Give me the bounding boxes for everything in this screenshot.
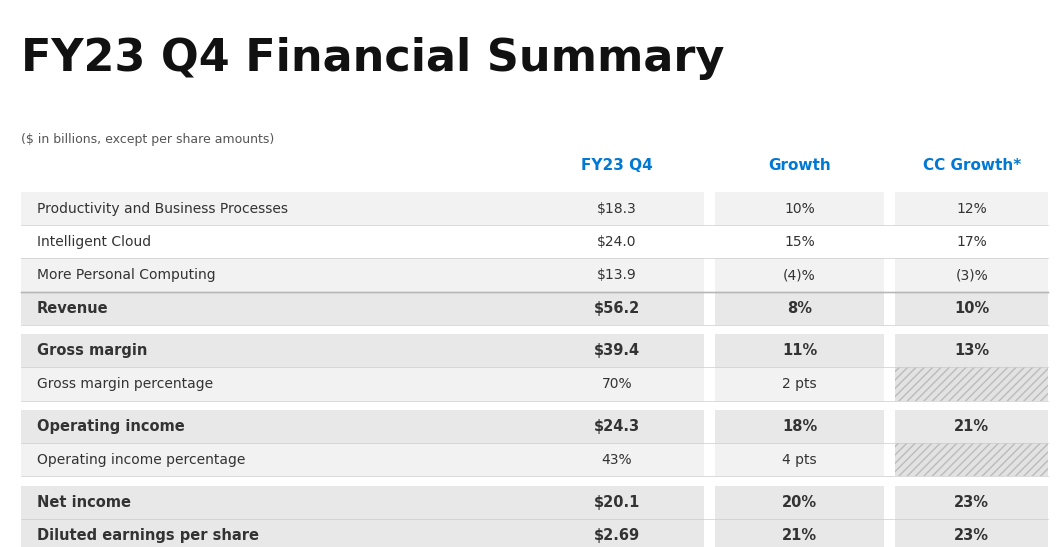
Text: 15%: 15% [784, 235, 815, 249]
Bar [21, 225, 530, 258]
Text: $39.4: $39.4 [594, 344, 640, 358]
Bar [530, 410, 704, 443]
Bar [21, 258, 530, 292]
Bar [895, 368, 1048, 400]
Bar [21, 443, 530, 476]
Bar [715, 225, 884, 258]
Text: FY23 Q4: FY23 Q4 [581, 158, 652, 173]
Bar [895, 258, 1048, 292]
Text: 10%: 10% [784, 202, 815, 216]
Bar [21, 192, 530, 225]
Bar [530, 334, 704, 368]
Text: Operating income percentage: Operating income percentage [37, 453, 246, 467]
Bar [530, 368, 704, 400]
Text: $18.3: $18.3 [597, 202, 636, 216]
Bar [895, 410, 1048, 443]
Bar [530, 292, 704, 325]
Bar [715, 368, 884, 400]
Text: 23%: 23% [954, 495, 989, 510]
Bar [21, 486, 530, 519]
Text: 23%: 23% [954, 528, 989, 543]
Bar [895, 443, 1048, 476]
Bar [530, 192, 704, 225]
Text: 70%: 70% [602, 377, 632, 391]
Text: Gross margin percentage: Gross margin percentage [37, 377, 213, 391]
Bar [895, 519, 1048, 547]
Text: ($ in billions, except per share amounts): ($ in billions, except per share amounts… [21, 133, 274, 146]
Bar [895, 486, 1048, 519]
Text: 4 pts: 4 pts [783, 453, 816, 467]
Text: Operating income: Operating income [37, 419, 185, 434]
Text: Diluted earnings per share: Diluted earnings per share [37, 528, 259, 543]
Text: 12%: 12% [956, 202, 987, 216]
Text: $20.1: $20.1 [594, 495, 640, 510]
Bar [715, 292, 884, 325]
Text: CC Growth*: CC Growth* [922, 158, 1021, 173]
Text: More Personal Computing: More Personal Computing [37, 268, 216, 282]
Bar [895, 225, 1048, 258]
Text: $24.0: $24.0 [597, 235, 636, 249]
Text: (4)%: (4)% [784, 268, 815, 282]
Bar [21, 410, 530, 443]
Bar [530, 225, 704, 258]
Bar [715, 192, 884, 225]
Text: 20%: 20% [782, 495, 818, 510]
Text: 2 pts: 2 pts [783, 377, 816, 391]
Text: FY23 Q4 Financial Summary: FY23 Q4 Financial Summary [21, 37, 724, 80]
Text: 17%: 17% [956, 235, 987, 249]
Bar [715, 410, 884, 443]
Bar [895, 192, 1048, 225]
Text: 13%: 13% [954, 344, 989, 358]
Text: $24.3: $24.3 [594, 419, 640, 434]
Bar [895, 334, 1048, 368]
Bar [21, 368, 530, 400]
Text: Net income: Net income [37, 495, 131, 510]
Bar [715, 519, 884, 547]
Bar [715, 486, 884, 519]
Text: Growth: Growth [768, 158, 831, 173]
Bar [530, 443, 704, 476]
Text: 18%: 18% [782, 419, 818, 434]
Text: $2.69: $2.69 [594, 528, 640, 543]
Text: 43%: 43% [602, 453, 632, 467]
Bar [715, 258, 884, 292]
Text: $13.9: $13.9 [597, 268, 636, 282]
Bar [21, 292, 530, 325]
Text: Intelligent Cloud: Intelligent Cloud [37, 235, 151, 249]
Text: (3)%: (3)% [955, 268, 988, 282]
Text: 10%: 10% [954, 301, 989, 316]
Bar [530, 519, 704, 547]
Bar [715, 443, 884, 476]
Bar [895, 368, 1048, 400]
Bar [530, 258, 704, 292]
Text: 11%: 11% [782, 344, 818, 358]
Text: Productivity and Business Processes: Productivity and Business Processes [37, 202, 288, 216]
Text: 8%: 8% [787, 301, 812, 316]
Text: $56.2: $56.2 [594, 301, 640, 316]
Text: 21%: 21% [954, 419, 989, 434]
Text: 21%: 21% [782, 528, 818, 543]
Bar [21, 519, 530, 547]
Text: Gross margin: Gross margin [37, 344, 147, 358]
Bar [715, 334, 884, 368]
Bar [21, 334, 530, 368]
Bar [895, 292, 1048, 325]
Text: Revenue: Revenue [37, 301, 109, 316]
Bar [530, 486, 704, 519]
Bar [895, 443, 1048, 476]
